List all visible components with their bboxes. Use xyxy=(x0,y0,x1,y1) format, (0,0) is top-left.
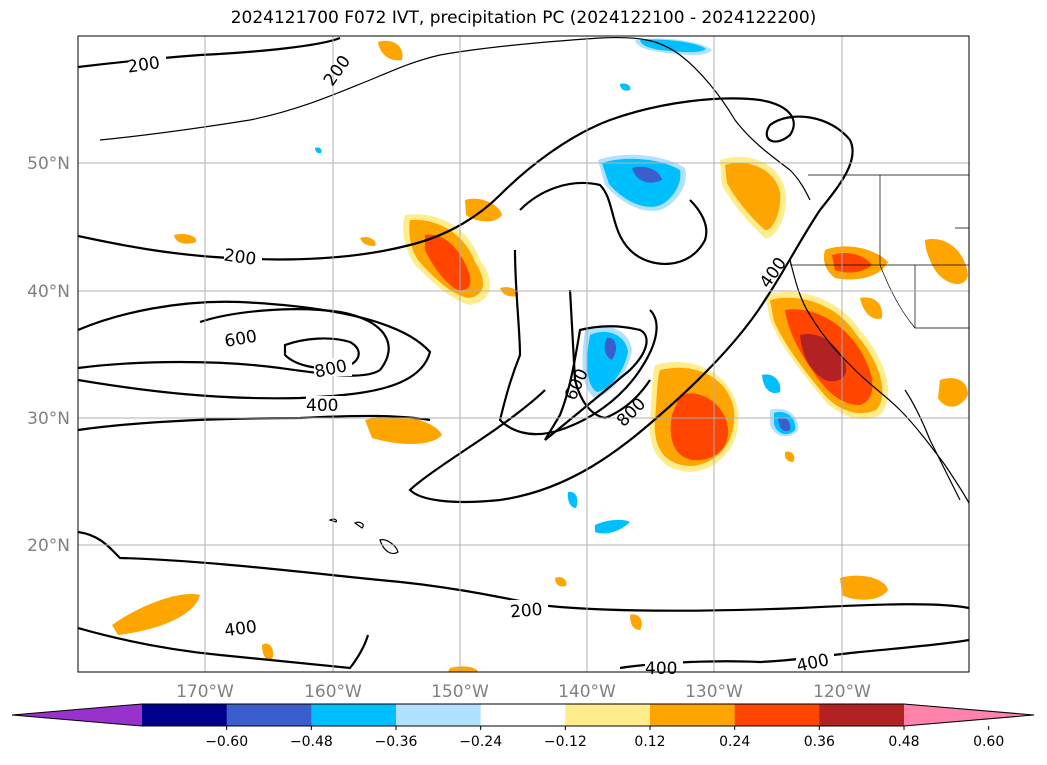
longitude-labels: 170°W 160°W 150°W 140°W 130°W 120°W xyxy=(176,682,871,702)
colorbar-segment xyxy=(819,704,905,726)
lat-label-20n: 20°N xyxy=(27,536,70,556)
colorbar-tick-label: −0.24 xyxy=(459,734,502,750)
contour-label-200-d: 200 xyxy=(509,600,543,623)
latitude-labels: 50°N 40°N 30°N 20°N xyxy=(27,154,70,556)
colorbar-tick-label: 0.12 xyxy=(634,734,665,750)
colorbar-tick-label: −0.36 xyxy=(375,734,418,750)
lat-label-50n: 50°N xyxy=(27,154,70,174)
colorbar-segment xyxy=(650,704,736,726)
colorbar-segment xyxy=(565,704,651,726)
colorbar-tick-label: −0.60 xyxy=(205,734,248,750)
lon-label-130w: 130°W xyxy=(685,682,743,702)
map-title: 2024121700 F072 IVT, precipitation PC (2… xyxy=(230,8,817,28)
colorbar: −0.60 −0.48 −0.36 −0.24 −0.12 0.12 0.24 0.36 0.4… xyxy=(11,703,1035,750)
colorbar-tick-label: 0.36 xyxy=(804,734,835,750)
colorbar-extend-max xyxy=(904,704,1034,726)
colorbar-segment xyxy=(396,704,482,726)
precip-negative-areas xyxy=(315,38,799,534)
contour-label-200-a: 200 xyxy=(126,53,161,77)
colorbar-tick-label: −0.48 xyxy=(290,734,333,750)
colorbar-segment xyxy=(311,704,397,726)
colorbar-extend-min xyxy=(12,704,142,726)
colorbar-outline xyxy=(11,703,1035,727)
lon-label-140w: 140°W xyxy=(558,682,616,702)
contour-label-400-c: 400 xyxy=(223,617,258,641)
precip-positive-areas xyxy=(112,40,968,672)
lat-label-30n: 30°N xyxy=(27,409,70,429)
gridlines xyxy=(78,36,969,672)
borders xyxy=(790,174,969,329)
map-border xyxy=(77,35,970,673)
contour-label-200-c: 200 xyxy=(223,246,258,270)
colorbar-tick-label: 0.60 xyxy=(973,734,1004,750)
lon-label-150w: 150°W xyxy=(431,682,489,702)
colorbar-tick-label: 0.24 xyxy=(719,734,750,750)
contour-label-400-d: 400 xyxy=(645,659,677,679)
colorbar-tick-label: −0.12 xyxy=(544,734,587,750)
lon-label-160w: 160°W xyxy=(304,682,362,702)
lat-label-40n: 40°N xyxy=(27,282,70,302)
colorbar-segment xyxy=(226,704,312,726)
contour-label-400-a: 400 xyxy=(306,396,338,416)
lon-label-120w: 120°W xyxy=(813,682,871,702)
coastlines xyxy=(99,36,969,555)
lon-label-170w: 170°W xyxy=(176,682,234,702)
colorbar-tick-label: 0.48 xyxy=(888,734,919,750)
colorbar-segment xyxy=(480,704,566,726)
colorbar-segment xyxy=(734,704,820,726)
colorbar-segment xyxy=(142,704,228,726)
